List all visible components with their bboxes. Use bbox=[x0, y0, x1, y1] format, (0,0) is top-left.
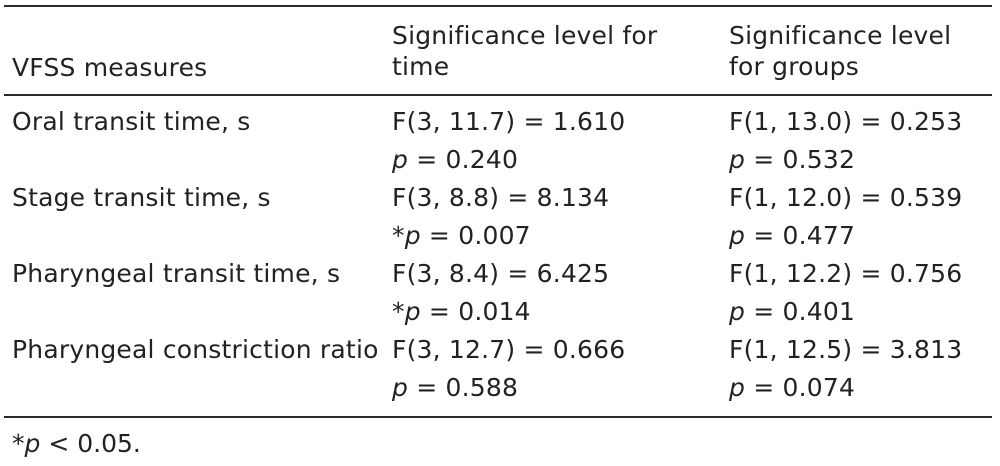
group-p-value: p = 0.401 bbox=[729, 297, 856, 326]
time-f-statistic: F(3, 12.7) = 0.666 bbox=[392, 335, 626, 364]
header-rule bbox=[4, 94, 992, 96]
time-p-value: *p = 0.014 bbox=[392, 297, 531, 326]
group-f-statistic: F(1, 13.0) = 0.253 bbox=[729, 107, 963, 136]
time-f-statistic: F(3, 8.4) = 6.425 bbox=[392, 259, 610, 288]
group-f-statistic: F(1, 12.2) = 0.756 bbox=[729, 259, 963, 288]
time-p-value: p = 0.588 bbox=[392, 373, 519, 402]
header-vfss-measures: VFSS measures bbox=[12, 53, 208, 82]
time-f-statistic: F(3, 11.7) = 1.610 bbox=[392, 107, 626, 136]
time-f-statistic: F(3, 8.8) = 8.134 bbox=[392, 183, 610, 212]
table-bottom-rule bbox=[4, 416, 992, 418]
measure-cell: Pharyngeal constriction ratio bbox=[12, 335, 379, 364]
group-p-value: p = 0.074 bbox=[729, 373, 856, 402]
header-significance-groups: Significance level for groups bbox=[729, 21, 952, 81]
group-p-value: p = 0.532 bbox=[729, 145, 856, 174]
measure-cell: Oral transit time, s bbox=[12, 107, 251, 136]
table-top-rule bbox=[4, 5, 992, 7]
header-significance-time: Significance level for time bbox=[392, 21, 658, 81]
measure-cell: Stage transit time, s bbox=[12, 183, 271, 212]
group-f-statistic: F(1, 12.0) = 0.539 bbox=[729, 183, 963, 212]
time-p-value: *p = 0.007 bbox=[392, 221, 531, 250]
table-footnote: *p < 0.05. bbox=[12, 429, 141, 458]
group-p-value: p = 0.477 bbox=[729, 221, 856, 250]
time-p-value: p = 0.240 bbox=[392, 145, 519, 174]
group-f-statistic: F(1, 12.5) = 3.813 bbox=[729, 335, 963, 364]
measure-cell: Pharyngeal transit time, s bbox=[12, 259, 341, 288]
